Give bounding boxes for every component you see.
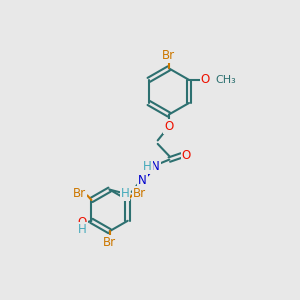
- Text: H: H: [78, 223, 86, 236]
- Text: Br: Br: [162, 49, 176, 62]
- Text: H: H: [121, 187, 130, 200]
- Text: Br: Br: [73, 187, 86, 200]
- Text: N: N: [151, 160, 160, 173]
- Text: Br: Br: [103, 236, 116, 249]
- Text: O: O: [182, 149, 191, 162]
- Text: Br: Br: [133, 187, 146, 200]
- Text: N: N: [138, 174, 147, 187]
- Text: O: O: [164, 120, 173, 133]
- Text: CH₃: CH₃: [215, 75, 236, 85]
- Text: H: H: [143, 160, 152, 173]
- Text: O: O: [200, 74, 210, 86]
- Text: O: O: [77, 216, 87, 229]
